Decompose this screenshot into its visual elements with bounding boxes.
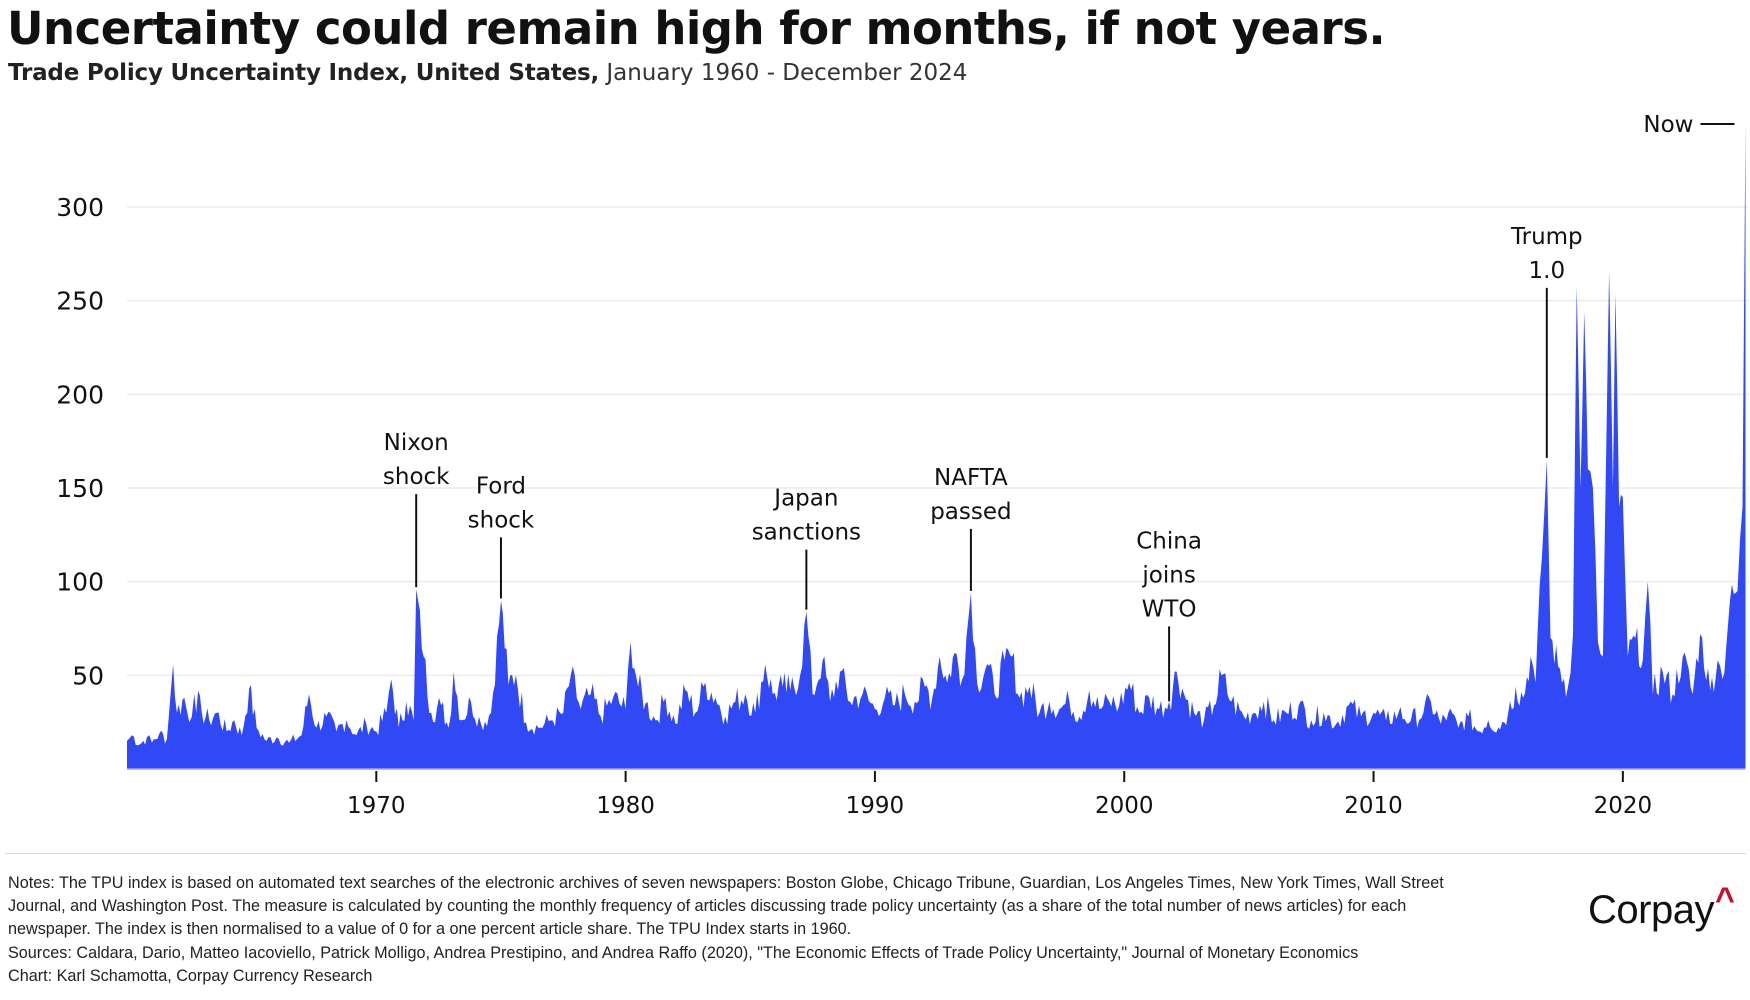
y-tick-label: 300: [56, 193, 104, 222]
subtitle-date-range: January 1960 - December 2024: [599, 60, 968, 86]
notes-line: Notes: The TPU index is based on automat…: [8, 874, 1444, 892]
sources-line: Sources: Caldara, Dario, Matteo Iacoviel…: [8, 943, 1359, 962]
annotation-label: Now: [1643, 112, 1693, 138]
notes-line: newspaper. The index is then normalised …: [8, 920, 852, 939]
annotation-label: shock: [383, 464, 450, 490]
annotation: China joins WTO: [1136, 528, 1202, 702]
tpu-area-chart: 50 100 150 200 250 300 1970 1980 1990 2000 2010 20…: [56, 112, 1749, 819]
annotation-label: Japan: [772, 486, 838, 512]
corpay-logo: Corpay^: [1588, 881, 1735, 933]
annotation-label: passed: [930, 499, 1011, 525]
x-tick-label: 2010: [1344, 793, 1403, 819]
annotation-label: Trump: [1510, 224, 1583, 250]
x-tick-label: 1980: [596, 793, 655, 819]
annotation: Nixon shock: [383, 430, 450, 588]
logo-wordmark: Corpay: [1588, 888, 1714, 932]
annotation: Trump 1.0: [1510, 224, 1583, 458]
x-tick-label: 1990: [846, 793, 905, 819]
footer-divider: [5, 853, 1746, 854]
chart-title: Uncertainty could remain high for months…: [7, 2, 1386, 55]
y-axis: 50 100 150 200 250 300: [56, 193, 104, 690]
y-tick-label: 50: [72, 661, 104, 690]
subtitle-series-name: Trade Policy Uncertainty Index, United S…: [8, 60, 600, 86]
annotation-label: sanctions: [752, 520, 861, 546]
event-annotations: Nixon shock Ford shock Japan sanctions NAFTA pa…: [383, 112, 1735, 702]
credit-line: Chart: Karl Schamotta, Corpay Currency R…: [8, 966, 373, 985]
x-tick-label: 2020: [1594, 793, 1653, 819]
x-tick-label: 1970: [347, 793, 406, 819]
gridlines: [127, 206, 1749, 677]
annotation: Ford shock: [468, 473, 535, 599]
y-tick-label: 150: [56, 474, 104, 503]
notes-line: Journal, and Washington Post. The measur…: [8, 897, 1407, 916]
annotation: Now: [1643, 112, 1735, 138]
y-tick-label: 100: [56, 568, 104, 597]
y-tick-label: 200: [56, 380, 104, 409]
annotation: Japan sanctions: [752, 486, 861, 610]
annotation-label: Ford: [476, 473, 526, 499]
annotation-label: joins: [1141, 562, 1195, 588]
x-tick-label: 2000: [1095, 793, 1154, 819]
annotation-label: China: [1136, 528, 1202, 554]
footer-notes: Notes: The TPU index is based on automat…: [8, 872, 1568, 988]
annotation-label: Nixon: [384, 430, 449, 456]
y-tick-label: 250: [56, 287, 104, 316]
annotation-label: WTO: [1142, 596, 1197, 622]
annotation: NAFTA passed: [930, 465, 1012, 591]
annotation-label: shock: [468, 507, 535, 533]
x-axis: 1970 1980 1990 2000 2010 2020: [347, 771, 1652, 819]
logo-caret-icon: ^: [1714, 881, 1735, 919]
annotation-label: NAFTA: [934, 465, 1008, 491]
tpu-area-series: [127, 122, 1746, 769]
chart-subtitle: Trade Policy Uncertainty Index, United S…: [8, 60, 967, 86]
annotation-label: 1.0: [1529, 258, 1566, 284]
